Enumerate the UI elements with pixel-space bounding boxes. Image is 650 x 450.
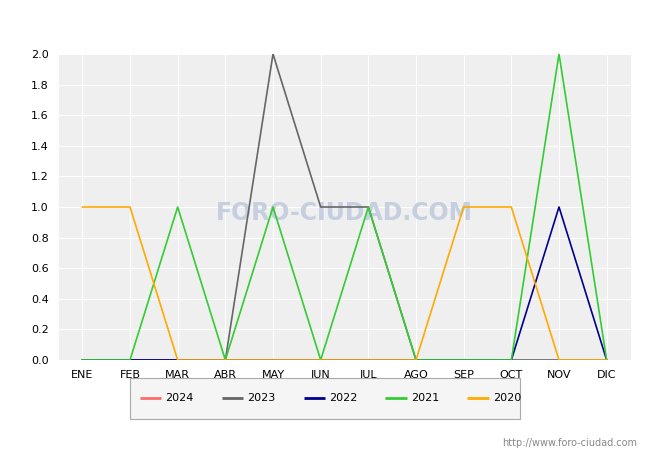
Text: 2020: 2020	[493, 393, 521, 403]
Text: 2024: 2024	[165, 393, 194, 403]
Text: Matriculaciones de Vehiculos en Barcial de la Loma: Matriculaciones de Vehiculos en Barcial …	[129, 15, 521, 30]
Text: 2023: 2023	[247, 393, 275, 403]
Text: 2022: 2022	[329, 393, 358, 403]
Text: FORO-CIUDAD.COM: FORO-CIUDAD.COM	[216, 201, 473, 225]
FancyBboxPatch shape	[130, 378, 520, 419]
Text: http://www.foro-ciudad.com: http://www.foro-ciudad.com	[502, 438, 637, 448]
Text: 2021: 2021	[411, 393, 439, 403]
